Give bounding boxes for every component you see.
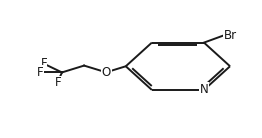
Text: F: F <box>55 76 61 89</box>
Text: O: O <box>102 66 111 79</box>
Text: F: F <box>40 57 47 70</box>
Text: N: N <box>200 83 208 96</box>
Text: Br: Br <box>224 29 237 42</box>
Text: F: F <box>36 66 43 79</box>
